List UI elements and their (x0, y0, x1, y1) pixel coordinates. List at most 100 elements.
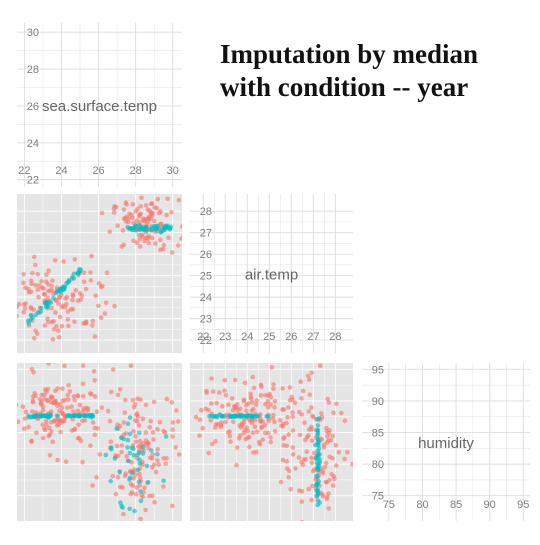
observed-point (138, 516, 143, 521)
observed-point (94, 409, 100, 415)
observed-point (71, 409, 76, 414)
observed-point (166, 235, 171, 241)
observed-point (83, 286, 89, 292)
imputed-point (249, 413, 254, 418)
imputed-point (48, 412, 53, 417)
observed-point (306, 377, 312, 382)
observed-point (121, 511, 126, 517)
observed-point (310, 483, 315, 489)
observed-point (93, 293, 98, 299)
observed-point (132, 402, 138, 407)
diagonal-panel-air.temp: 22 23 24 25 26 27 28 22 23 24 25 26 27 28 air.temp (190, 194, 353, 353)
x-tick-label: 95 (517, 499, 529, 511)
observed-point (142, 485, 147, 491)
observed-point (331, 410, 336, 416)
observed-point (47, 452, 53, 458)
y-tick-label: 25 (200, 271, 212, 283)
imputed-point (138, 498, 144, 504)
observed-point (210, 389, 216, 394)
observed-point (62, 363, 67, 369)
observed-point (21, 280, 26, 286)
points-group (17, 195, 182, 342)
observed-point (287, 385, 293, 390)
imputed-point (33, 312, 39, 318)
observed-point (260, 419, 266, 424)
observed-point (258, 382, 264, 388)
observed-point (358, 468, 363, 473)
observed-point (133, 434, 138, 439)
observed-point (223, 419, 228, 425)
observed-point (150, 452, 155, 457)
observed-point (170, 503, 175, 509)
observed-point (149, 455, 155, 461)
observed-point (136, 423, 142, 428)
observed-point (200, 425, 205, 431)
x-tick-label: 28 (130, 165, 142, 177)
observed-point (22, 306, 28, 311)
observed-point (334, 401, 339, 407)
x-tick-label: 75 (383, 499, 395, 511)
observed-point (252, 424, 258, 430)
observed-point (287, 398, 293, 403)
observed-point (213, 353, 218, 358)
observed-point (133, 209, 139, 214)
observed-point (161, 428, 166, 434)
observed-point (42, 292, 47, 297)
observed-point (67, 389, 73, 394)
imputed-point (315, 442, 321, 447)
observed-point (60, 386, 65, 391)
imputed-point (161, 478, 166, 484)
observed-point (75, 357, 80, 362)
observed-point (105, 408, 111, 414)
observed-point (92, 334, 98, 339)
imputed-point (66, 412, 72, 418)
observed-point (271, 386, 276, 392)
observed-point (22, 426, 27, 431)
observed-point (23, 409, 29, 415)
observed-point (254, 429, 260, 435)
observed-point (253, 449, 259, 455)
observed-point (71, 394, 77, 399)
imputed-point (38, 306, 44, 311)
imputed-point (66, 278, 72, 283)
observed-point (109, 389, 114, 395)
observed-point (92, 378, 97, 383)
observed-point (325, 396, 331, 402)
imputed-point (26, 413, 32, 419)
y-tick-label: 26 (27, 101, 39, 113)
observed-point (121, 420, 127, 425)
observed-point (97, 452, 103, 457)
imputed-point (125, 421, 131, 427)
observed-point (33, 328, 38, 334)
observed-point (73, 288, 79, 293)
imputed-point (315, 481, 321, 486)
observed-point (123, 200, 129, 205)
diagonal-label: humidity (418, 435, 474, 452)
imputed-point (137, 450, 142, 455)
imputed-point (149, 228, 154, 233)
observed-point (26, 289, 32, 295)
observed-point (115, 422, 120, 428)
observed-point (75, 393, 81, 399)
observed-point (358, 423, 363, 428)
y-tick-label: 24 (200, 292, 212, 304)
imputed-point (138, 489, 143, 494)
observed-point (277, 418, 283, 423)
observed-point (140, 416, 146, 422)
observed-point (147, 493, 152, 499)
observed-point (304, 449, 310, 454)
observed-point (147, 425, 153, 430)
imputed-point (127, 450, 133, 456)
observed-point (145, 207, 151, 212)
observed-point (131, 476, 137, 481)
observed-point (332, 476, 337, 482)
observed-point (228, 439, 233, 445)
observed-point (179, 236, 182, 241)
imputed-point (137, 223, 142, 228)
observed-point (309, 497, 314, 503)
imputed-point (207, 413, 212, 419)
observed-point (217, 390, 222, 395)
observed-point (128, 363, 134, 368)
y-tick-label: 80 (372, 459, 384, 471)
